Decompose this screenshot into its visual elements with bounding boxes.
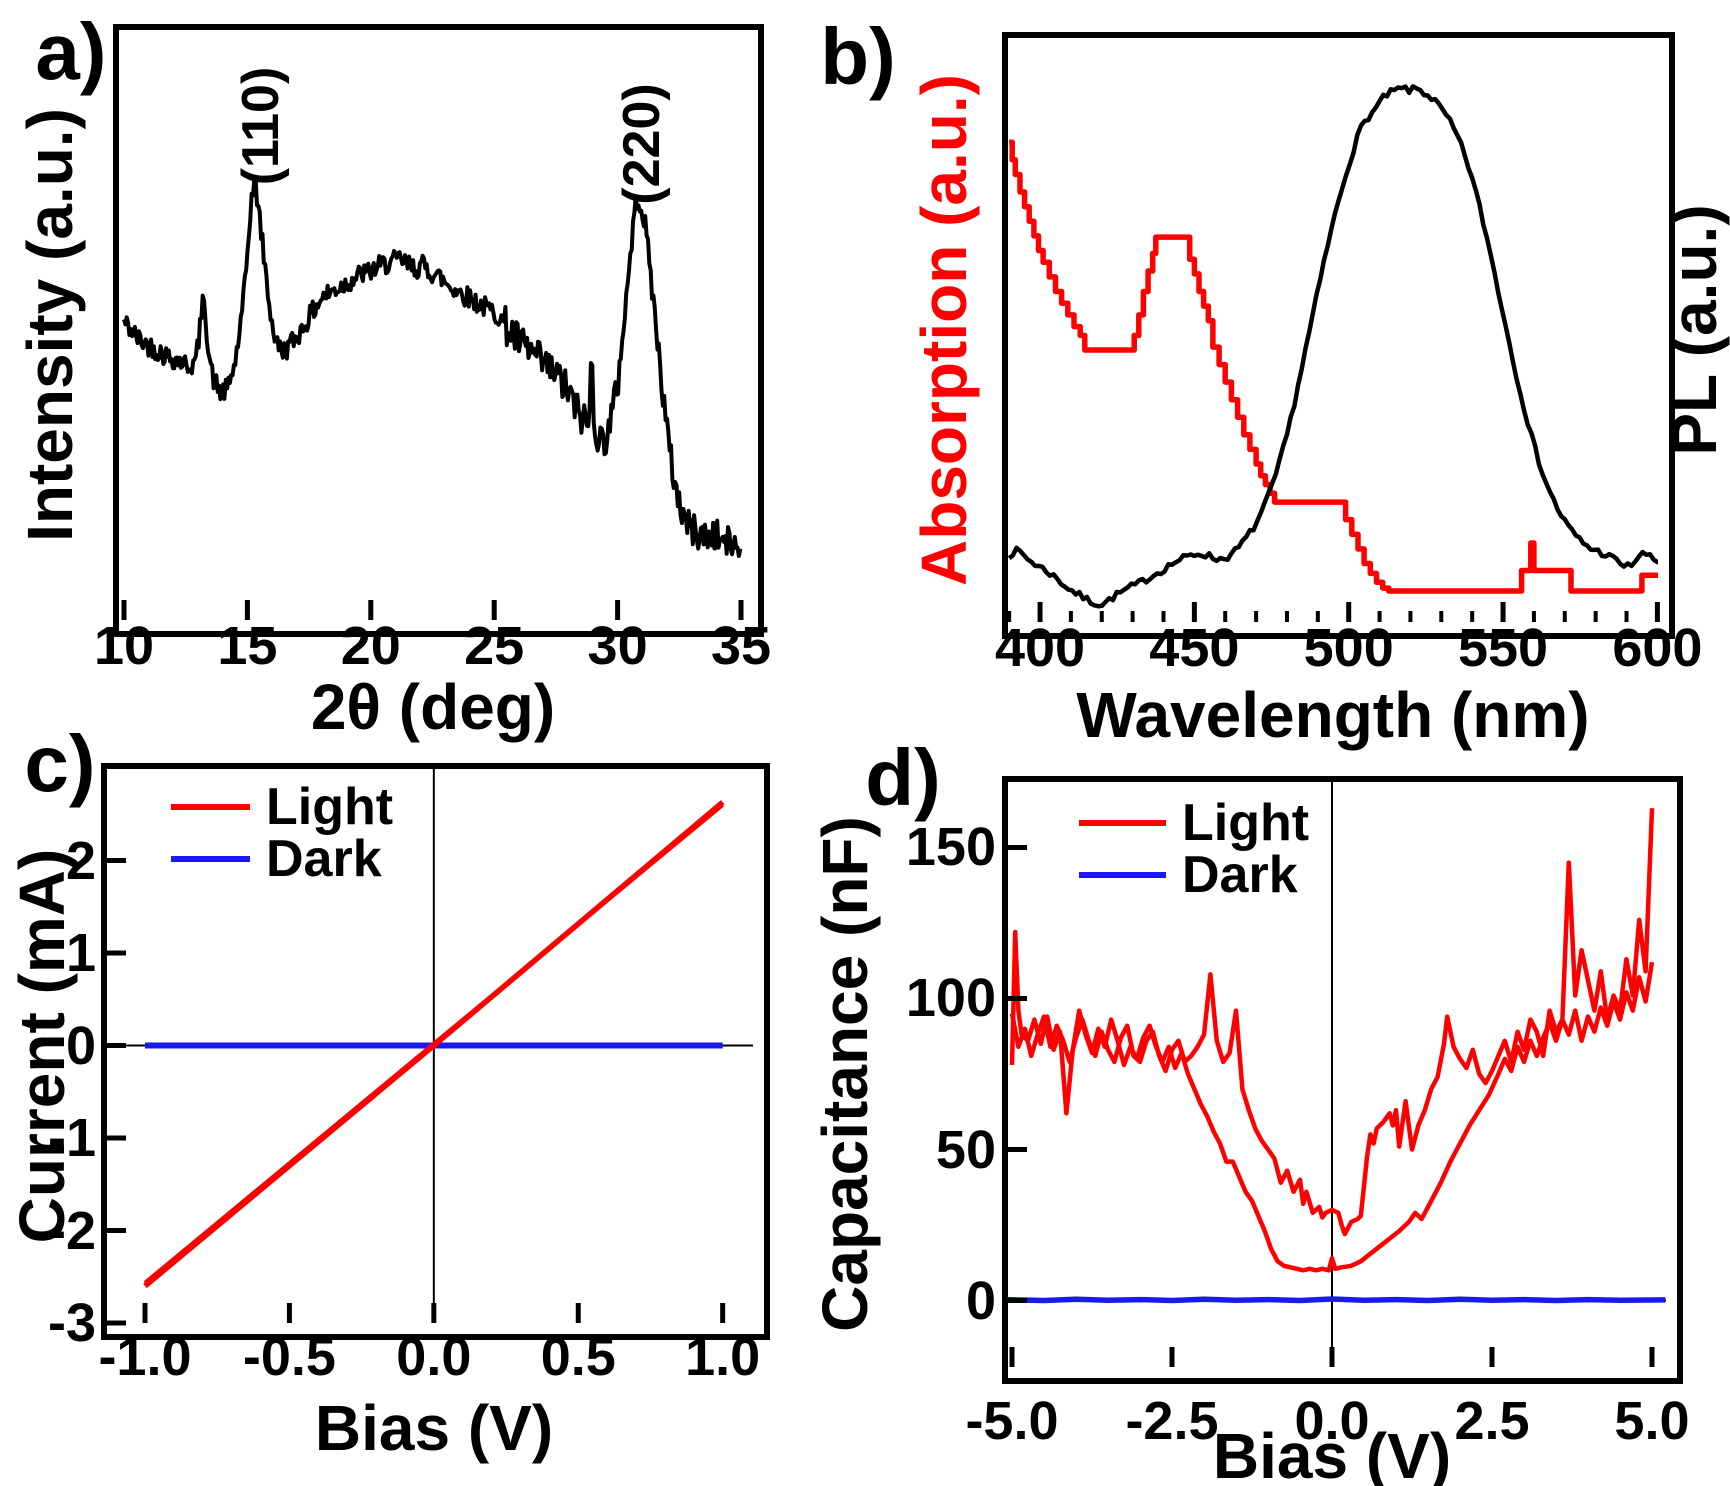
- panel-c-plot-box: [101, 763, 770, 1340]
- panel-c-letter: c): [24, 719, 96, 808]
- panel-a-plot-box: [113, 24, 764, 637]
- panel-b-x-tick-label: 600: [1612, 618, 1703, 678]
- panel-b-letter: b): [820, 12, 896, 101]
- panel-d-y-axis-title: Capacitance (nF): [809, 816, 881, 1332]
- panel-b-right-y-axis-title: PL (a.u.): [1658, 204, 1730, 456]
- panel-d-y-tick-label: 50: [935, 1119, 996, 1180]
- panel-b-x-tick-label: 400: [994, 618, 1086, 678]
- panel-c-x-axis-title: Bias (V): [314, 1392, 554, 1464]
- panel-c-legend-light-label: Light: [266, 778, 394, 836]
- panel-a-y-axis-title: Intensity (a.u.): [14, 108, 86, 542]
- panel-d-plot-box: [1002, 776, 1683, 1384]
- panel-a-x-tick-label: 35: [710, 616, 772, 676]
- panel-d-x-tick-label: -5.0: [965, 1391, 1059, 1451]
- panel-d-legend-dark-label: Dark: [1182, 846, 1298, 904]
- panel-c-y-tick-label: -1: [47, 1108, 96, 1168]
- panel-a-x-tick-label: 20: [340, 616, 401, 676]
- panel-c-x-tick-label: -1.0: [98, 1327, 192, 1387]
- panel-c-x-tick-label: 1.0: [685, 1327, 761, 1387]
- panel-d-y-tick-label: 100: [905, 968, 996, 1029]
- panel-d-x-axis-title: Bias (V): [1212, 1420, 1452, 1486]
- panel-d-letter: d): [865, 733, 941, 822]
- panel-a-x-tick-label: 30: [587, 616, 648, 676]
- peak-220-label: (220): [613, 83, 671, 205]
- panel-b-x-tick-label: 500: [1303, 618, 1394, 678]
- panel-d-x-tick-label: 0.0: [1294, 1391, 1370, 1451]
- panel-d-y-tick-label: 0: [965, 1270, 996, 1331]
- panel-b-plot-box: [1002, 32, 1675, 639]
- panel-c-x-tick-label: 0.0: [396, 1327, 472, 1387]
- panel-d-legend-light-label: Light: [1182, 794, 1310, 852]
- panel-d-y-tick-label: 150: [905, 817, 996, 878]
- panel-d-x-tick-label: -2.5: [1125, 1391, 1219, 1451]
- panel-c-y-tick-label: 1: [65, 923, 96, 983]
- peak-110-label: (110): [232, 66, 290, 186]
- panel-c-x-tick-label: -0.5: [242, 1327, 336, 1387]
- panel-c-y-tick-label: -2: [47, 1200, 96, 1261]
- panel-a-x-tick-label: 10: [93, 616, 155, 676]
- panel-d-x-tick-label: 5.0: [1614, 1391, 1690, 1451]
- panel-b-x-tick-label: 450: [1149, 618, 1240, 678]
- panel-b-x-tick-label: 550: [1457, 618, 1549, 678]
- panel-b-left-y-axis-title: Absorption (a.u.): [908, 74, 980, 586]
- panel-a-x-axis-title: 2θ (deg): [310, 671, 556, 743]
- panel-c-x-tick-label: 0.5: [540, 1327, 616, 1387]
- panel-a-x-tick-label: 15: [217, 616, 278, 676]
- panel-c-y-tick-label: 0: [65, 1015, 96, 1076]
- panel-a-x-tick-label: 25: [464, 616, 525, 676]
- panel-d-x-tick-label: 2.5: [1454, 1391, 1530, 1451]
- panel-b-x-axis-title: Wavelength (nm): [1076, 679, 1590, 751]
- panel-c-y-tick-label: 2: [65, 830, 96, 891]
- panel-a-letter: a): [35, 7, 107, 96]
- panel-c-legend-dark-label: Dark: [266, 830, 382, 888]
- panel-c-y-tick-label: -3: [47, 1293, 96, 1353]
